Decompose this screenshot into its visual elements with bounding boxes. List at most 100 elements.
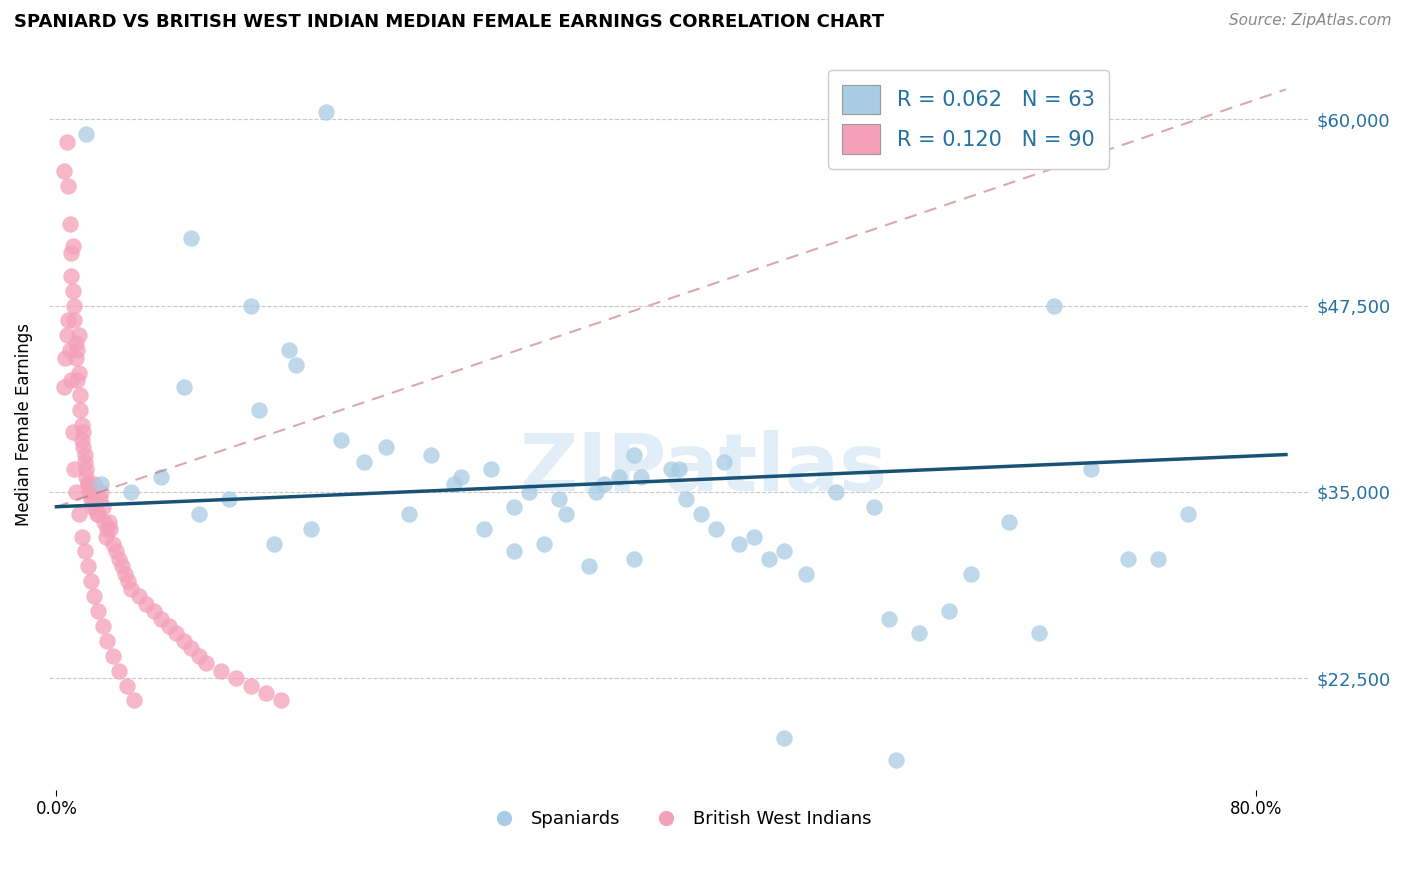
Point	[668, 462, 690, 476]
Point	[187, 648, 209, 663]
Point	[180, 641, 202, 656]
Point	[1147, 552, 1170, 566]
Point	[80, 574, 103, 589]
Point	[420, 448, 443, 462]
Point	[630, 470, 652, 484]
Point	[128, 589, 150, 603]
Point	[105, 544, 128, 558]
Point	[103, 537, 125, 551]
Point	[877, 611, 900, 625]
Point	[173, 380, 195, 394]
Point	[443, 477, 465, 491]
Point	[52, 164, 75, 178]
Point	[690, 507, 713, 521]
Point	[65, 335, 87, 350]
Point	[55, 351, 77, 365]
Point	[862, 500, 884, 514]
Point	[77, 477, 100, 491]
Point	[375, 440, 398, 454]
Point	[142, 604, 165, 618]
Point	[58, 313, 80, 327]
Point	[117, 574, 139, 589]
Point	[277, 343, 299, 358]
Point	[83, 492, 105, 507]
Y-axis label: Median Female Earnings: Median Female Earnings	[15, 323, 32, 526]
Point	[623, 448, 645, 462]
Point	[907, 626, 929, 640]
Point	[727, 537, 749, 551]
Point	[67, 328, 90, 343]
Point	[94, 530, 117, 544]
Point	[180, 231, 202, 245]
Point	[80, 484, 103, 499]
Text: Source: ZipAtlas.com: Source: ZipAtlas.com	[1229, 13, 1392, 29]
Point	[70, 417, 93, 432]
Point	[285, 358, 308, 372]
Point	[173, 633, 195, 648]
Point	[607, 470, 630, 484]
Point	[120, 484, 142, 499]
Point	[60, 246, 83, 260]
Point	[997, 515, 1019, 529]
Point	[60, 373, 83, 387]
Point	[91, 500, 114, 514]
Point	[58, 179, 80, 194]
Point	[533, 537, 555, 551]
Point	[263, 537, 285, 551]
Point	[66, 373, 89, 387]
Point	[67, 366, 90, 380]
Point	[502, 500, 524, 514]
Point	[353, 455, 375, 469]
Point	[96, 633, 118, 648]
Point	[73, 544, 96, 558]
Text: SPANIARD VS BRITISH WEST INDIAN MEDIAN FEMALE EARNINGS CORRELATION CHART: SPANIARD VS BRITISH WEST INDIAN MEDIAN F…	[14, 13, 884, 31]
Point	[86, 507, 108, 521]
Point	[479, 462, 502, 476]
Point	[96, 522, 118, 536]
Point	[83, 589, 105, 603]
Point	[124, 693, 146, 707]
Point	[111, 559, 134, 574]
Point	[70, 530, 93, 544]
Legend: Spaniards, British West Indians: Spaniards, British West Indians	[479, 803, 879, 836]
Point	[79, 484, 101, 499]
Point	[713, 455, 735, 469]
Point	[517, 484, 540, 499]
Point	[72, 440, 94, 454]
Point	[73, 448, 96, 462]
Point	[91, 619, 114, 633]
Point	[585, 484, 607, 499]
Point	[62, 425, 84, 440]
Point	[56, 135, 79, 149]
Point	[63, 462, 86, 476]
Point	[675, 492, 697, 507]
Point	[547, 492, 569, 507]
Point	[1080, 462, 1102, 476]
Point	[472, 522, 495, 536]
Point	[114, 566, 136, 581]
Point	[59, 217, 82, 231]
Point	[209, 664, 232, 678]
Point	[704, 522, 727, 536]
Text: ZIPatlas: ZIPatlas	[520, 430, 889, 508]
Point	[157, 619, 180, 633]
Point	[270, 693, 292, 707]
Point	[77, 559, 100, 574]
Point	[83, 477, 105, 491]
Point	[150, 470, 173, 484]
Point	[93, 515, 115, 529]
Point	[63, 299, 86, 313]
Point	[63, 313, 86, 327]
Point	[938, 604, 960, 618]
Point	[70, 433, 93, 447]
Point	[108, 664, 131, 678]
Point	[247, 402, 270, 417]
Point	[240, 679, 263, 693]
Point	[1177, 507, 1199, 521]
Point	[742, 530, 765, 544]
Point	[82, 500, 104, 514]
Point	[77, 477, 100, 491]
Point	[150, 611, 173, 625]
Point	[87, 604, 110, 618]
Point	[115, 679, 138, 693]
